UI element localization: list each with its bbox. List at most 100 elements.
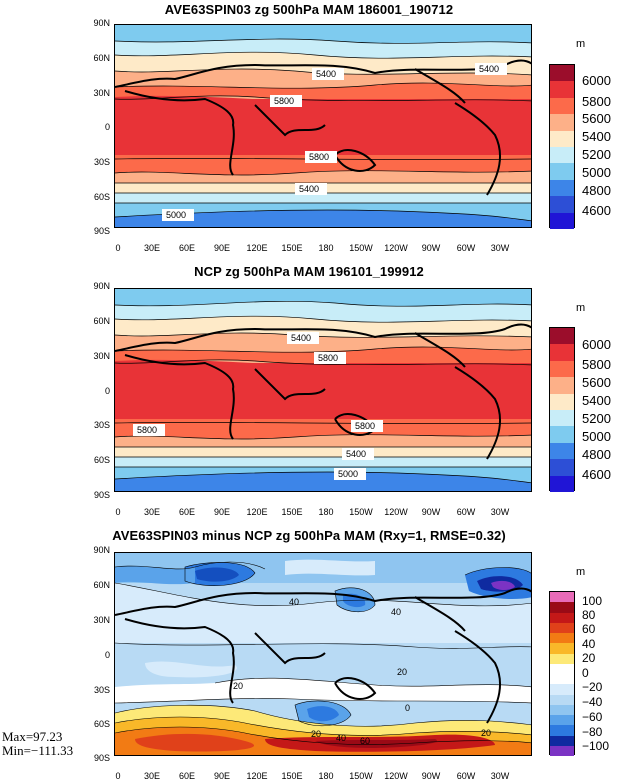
panel3-map: 40 40 20 20 0 20 40 60 20: [114, 552, 532, 756]
panel3-contour-label-1: 40: [289, 597, 299, 607]
panel1-cbar-label-4800: 4800: [582, 183, 611, 198]
panel1-contour-label-1: 5400: [316, 69, 336, 79]
panel2-contour-label-6: 5000: [338, 469, 358, 479]
panel1-colorbar-unit: m: [576, 38, 586, 50]
panel3-contour-label-4: 20: [233, 681, 243, 691]
panel2-colorbar-unit: m: [576, 302, 586, 314]
panel3-cbar-label-0: 0: [582, 666, 589, 680]
panel1-cbar-label-5600: 5600: [582, 111, 611, 126]
panel1-lon-30w: 30W: [490, 243, 510, 253]
panel3-lon-30e: 30E: [143, 771, 160, 781]
panel1-lon-120e: 120E: [246, 243, 268, 253]
panel1-contour-label-3: 5800: [274, 96, 294, 106]
panel1-colorbar: [549, 64, 575, 229]
panel2-lat-30n: 30N: [93, 351, 110, 361]
panel3-cbar-label-20: 20: [582, 651, 596, 665]
panel1-cbar-label-5400: 5400: [582, 129, 611, 144]
panel2-lon-0: 0: [115, 507, 121, 517]
panel2-contours: [115, 300, 531, 484]
panel2-cbar-label-6000: 6000: [582, 337, 611, 352]
panel2-cbar-label-5800: 5800: [582, 357, 611, 372]
panel2-contour-label-4: 5800: [355, 421, 375, 431]
panel1-lon-60w: 60W: [456, 243, 476, 253]
panel2-map-svg: 5400 5800 5800 5800 5400 5000: [115, 289, 531, 491]
panel3-lat-60s: 60S: [93, 719, 110, 729]
panel1-lon-90e: 90E: [213, 243, 230, 253]
panel2-lon-90e: 90E: [213, 507, 230, 517]
panel1-band-5800s: [115, 155, 531, 175]
panel3-lon-120e: 120E: [246, 771, 268, 781]
panel2-lon-90w: 90W: [421, 507, 441, 517]
panel2-cbar-label-5200: 5200: [582, 411, 611, 426]
panel1-cbar-label-5200: 5200: [582, 147, 611, 162]
panel2-lon-180: 180: [318, 507, 334, 517]
panel1-band-5200s: [115, 193, 531, 203]
panel3-cbar-label-80: 80: [582, 608, 596, 622]
panel1-contour-label-6: 5000: [166, 210, 186, 220]
panel2-coastlines: [115, 323, 531, 460]
panel1-band-4800s: [115, 210, 531, 227]
panel3-lat-90n: 90N: [93, 545, 110, 555]
panel1-title: AVE63SPIN03 zg 500hPa MAM 186001_190712: [164, 2, 454, 17]
panel2-lon-120w: 120W: [384, 507, 408, 517]
panel3-contour-label-7: 40: [336, 733, 346, 743]
panel2-lon-150w: 150W: [349, 507, 373, 517]
panel2-title: NCP zg 500hPa MAM 196101_199912: [194, 264, 424, 279]
panel2-lat-90s: 90S: [93, 490, 110, 500]
panel3-lon-0: 0: [115, 771, 121, 781]
panel2-lon-120e: 120E: [246, 507, 268, 517]
panel1-lon-30e: 30E: [143, 243, 160, 253]
panel1-lon-150e: 150E: [281, 243, 303, 253]
panel2-cbar-label-5400: 5400: [582, 393, 611, 408]
panel2-map: 5400 5800 5800 5800 5400 5000: [114, 288, 532, 492]
panel1-lon-180: 180: [318, 243, 334, 253]
panel3-colorbar: [549, 591, 575, 756]
panel2-lat-30s: 30S: [93, 420, 110, 430]
panel3-lon-150e: 150E: [281, 771, 303, 781]
panel3-contour-label-9: 20: [481, 728, 491, 738]
panel3-cbar-label-neg20: −20: [582, 680, 603, 694]
panel3-cbar-label-neg60: −60: [582, 710, 603, 724]
panel3-lat-30s: 30S: [93, 685, 110, 695]
panel3-lon-60e: 60E: [178, 771, 195, 781]
panel3-cbar-label-neg80: −80: [582, 725, 603, 739]
panel1-contour-label-5: 5400: [299, 184, 319, 194]
panel1-lon-150w: 150W: [349, 243, 373, 253]
panel3-lon-180: 180: [318, 771, 334, 781]
panel1-contour-label-4: 5800: [309, 152, 329, 162]
panel3-lon-60w: 60W: [456, 771, 476, 781]
panel2-lat-60s: 60S: [93, 455, 110, 465]
panel3-lat-0: 0: [104, 650, 110, 660]
panel1-lon-0: 0: [115, 243, 121, 253]
panel3-colorbar-unit: m: [576, 566, 586, 578]
panel3-lon-150w: 150W: [349, 771, 373, 781]
panel1-cbar-label-5800: 5800: [582, 94, 611, 109]
panel3-cbar-label-60: 60: [582, 622, 596, 636]
panel3-lon-30w: 30W: [490, 771, 510, 781]
panel3-contour-label-5: 0: [405, 703, 410, 713]
panel1-lat-30n: 30N: [93, 88, 110, 98]
max-value: Max=97.23: [2, 729, 63, 744]
panel2-cbar-label-4600: 4600: [582, 467, 611, 482]
panel1-band-5600s: [115, 170, 531, 183]
panel2-cbar-label-5000: 5000: [582, 429, 611, 444]
panel1-lat-0: 0: [104, 122, 110, 132]
panel2-contour-label-3: 5800: [137, 425, 157, 435]
panel2-lon-60e: 60E: [178, 507, 195, 517]
panel3-contour-label-3: 20: [397, 667, 407, 677]
panel3-map-svg: 40 40 20 20 0 20 40 60 20: [115, 553, 531, 755]
panel3-lat-90s: 90S: [93, 753, 110, 763]
panel2-colorbar: [549, 327, 575, 492]
panel1-lon-60e: 60E: [178, 243, 195, 253]
panel1-band-5900: [115, 99, 531, 159]
panel1-band-5200: [115, 39, 531, 59]
panel3-lat-30n: 30N: [93, 615, 110, 625]
panel1-cbar-label-4600: 4600: [582, 203, 611, 218]
panel1-lon-120w: 120W: [384, 243, 408, 253]
panel2-lat-60n: 60N: [93, 316, 110, 326]
panel3-lat-60n: 60N: [93, 580, 110, 590]
panel3-cbar-label-neg40: −40: [582, 695, 603, 709]
panel2-contour-label-2: 5800: [318, 353, 338, 363]
panel1-map-svg: 5400 5400 5800 5800 5400 5000: [115, 25, 531, 227]
panel2-lat-90n: 90N: [93, 281, 110, 291]
